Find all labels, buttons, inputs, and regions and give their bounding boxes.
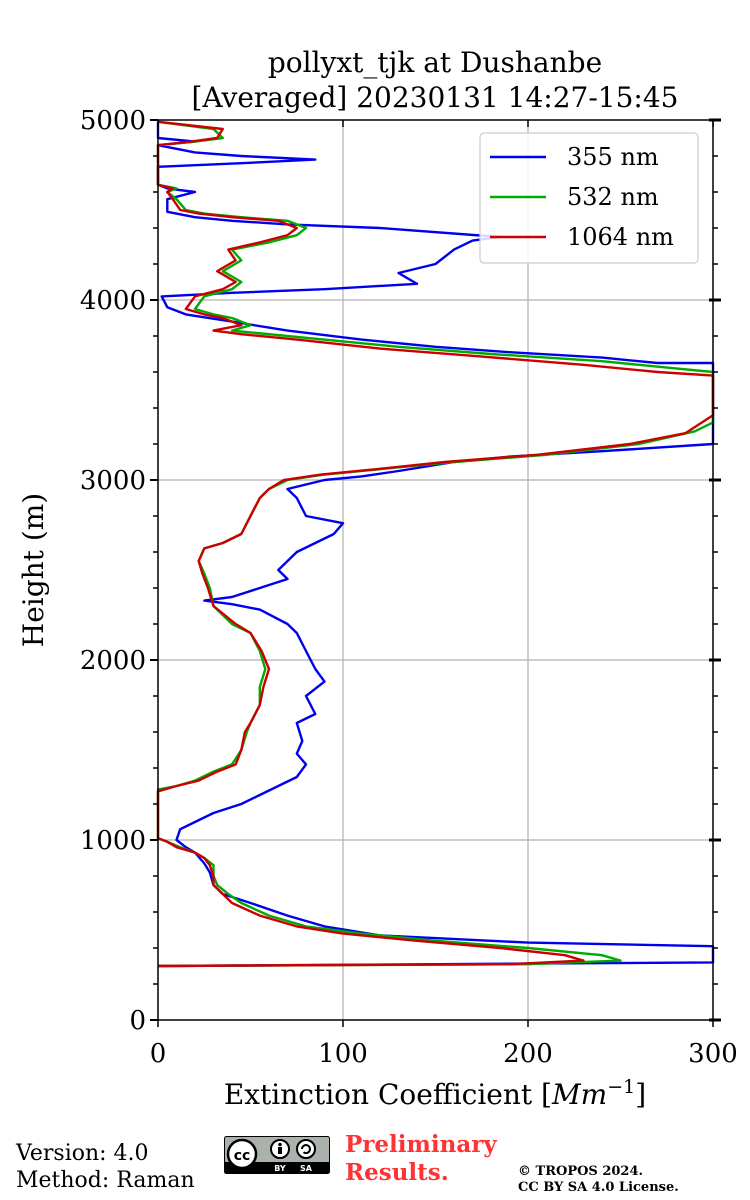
footer-info: Version: 4.0 Method: Raman	[16, 1140, 195, 1194]
copyright-line2: CC BY SA 4.0 License.	[518, 1180, 679, 1195]
chart-subtitle: [Averaged] 20230131 14:27-15:45	[192, 81, 679, 114]
x-tick-label: 200	[503, 1039, 553, 1069]
sa-icon	[296, 1139, 316, 1159]
legend-box	[479, 132, 699, 264]
sa-label: SA	[300, 1164, 313, 1173]
method-text: Method: Raman	[16, 1168, 195, 1193]
y-axis-label: Height (m)	[17, 493, 50, 647]
x-axis-label: Extinction Coefficient [Mm−1]	[224, 1076, 646, 1111]
y-tick-label: 0	[129, 1006, 146, 1036]
preliminary-line1: Preliminary	[345, 1131, 497, 1158]
x-tick-label: 300	[688, 1039, 738, 1069]
y-tick-label: 2000	[80, 646, 146, 676]
legend-label-0: 355 nm	[567, 143, 659, 171]
legend-label-1: 532 nm	[567, 183, 659, 211]
cc-icon	[226, 1138, 258, 1170]
by-label: BY	[274, 1164, 286, 1173]
y-tick-label: 3000	[80, 466, 146, 496]
version-text: Version: 4.0	[16, 1141, 149, 1166]
y-tick-label: 5000	[80, 106, 146, 136]
copyright-line1: © TROPOS 2024.	[518, 1164, 644, 1179]
cc-license-badge: cc BY SA	[224, 1136, 330, 1174]
preliminary-line2: Results.	[345, 1159, 449, 1186]
y-tick-label: 1000	[80, 826, 146, 856]
x-tick-label: 100	[318, 1039, 368, 1069]
preliminary-notice: Preliminary Results.	[345, 1131, 497, 1187]
plot-frame	[157, 119, 714, 1021]
chart-title: pollyxt_tjk at Dushanbe	[268, 46, 602, 79]
cc-text: cc	[234, 1148, 251, 1164]
legend: 355 nm 532 nm 1064 nm	[479, 132, 699, 264]
legend-label-2: 1064 nm	[567, 223, 674, 251]
series-line-0	[156, 121, 715, 968]
grid-lines	[158, 120, 713, 1020]
copyright-notice: © TROPOS 2024. CC BY SA 4.0 License.	[518, 1164, 679, 1196]
y-tick-label: 4000	[80, 286, 146, 316]
series-lines	[156, 120, 715, 968]
x-tick-label: 0	[150, 1039, 167, 1069]
series-line-2	[156, 120, 715, 968]
